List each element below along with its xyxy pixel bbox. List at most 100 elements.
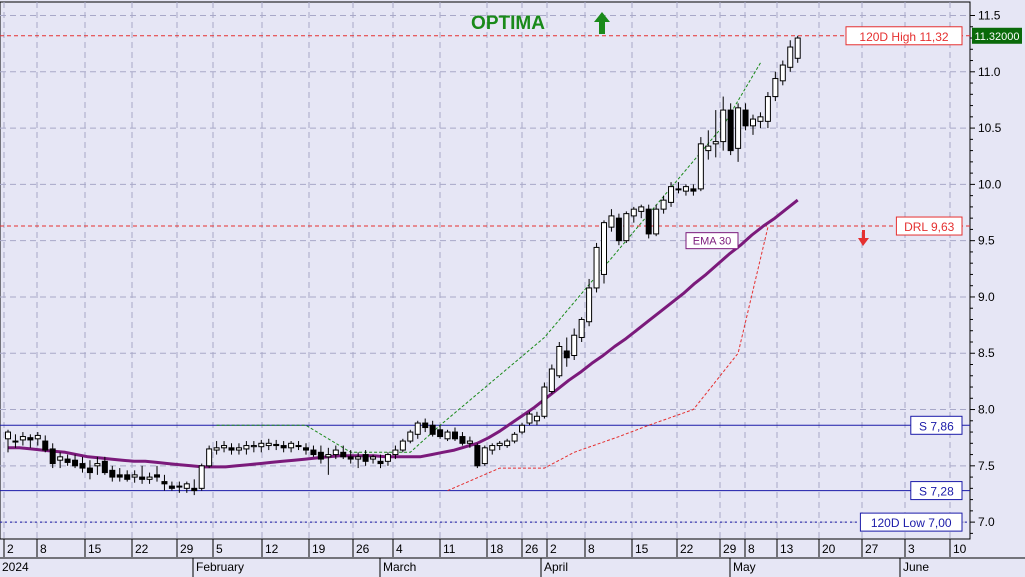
candle-body bbox=[49, 448, 56, 465]
candle-body bbox=[623, 213, 630, 242]
candle bbox=[191, 479, 198, 496]
candle-body bbox=[101, 460, 108, 474]
candle-body bbox=[370, 456, 377, 460]
candle-body bbox=[12, 440, 19, 443]
last-price-label: 11.32000 bbox=[974, 31, 1019, 43]
candle-body bbox=[481, 447, 488, 465]
candle bbox=[407, 429, 414, 444]
x-tick-label: 12 bbox=[265, 542, 279, 556]
x-axis: 2 8 15 22 29 5 12 19 26 4 11 18 26 2 8 15 22 29 8 13 20 27 3 10… bbox=[0, 538, 1025, 577]
candle-body bbox=[377, 460, 384, 465]
candle-body bbox=[459, 436, 466, 444]
candle bbox=[727, 103, 734, 156]
candle bbox=[519, 423, 526, 435]
candle bbox=[682, 184, 689, 196]
candle bbox=[250, 441, 257, 453]
candle-body bbox=[727, 109, 734, 152]
candle-body bbox=[94, 463, 101, 467]
candle bbox=[578, 317, 585, 342]
candle bbox=[593, 242, 600, 293]
level-label: 120D High 11,32 bbox=[859, 30, 949, 44]
x-tick-label: 10 bbox=[953, 542, 967, 556]
y-tick-label: 10.5 bbox=[978, 121, 1002, 135]
candle-body bbox=[429, 424, 436, 435]
candle bbox=[332, 445, 339, 460]
y-tick-label: 11.5 bbox=[978, 9, 1001, 23]
candle bbox=[429, 420, 436, 437]
month-label: March bbox=[383, 560, 416, 574]
month-label: April bbox=[544, 560, 568, 574]
candle-body bbox=[548, 368, 555, 393]
candle-body bbox=[362, 454, 369, 462]
candle bbox=[496, 441, 503, 451]
down-arrow-icon bbox=[858, 230, 869, 246]
candle-body bbox=[176, 485, 183, 488]
candle-body bbox=[72, 459, 79, 467]
candle-body bbox=[407, 431, 414, 442]
candle bbox=[340, 445, 347, 460]
x-tick-label: 15 bbox=[88, 542, 102, 556]
candle-body bbox=[742, 109, 749, 127]
level-label: DRL 9,63 bbox=[904, 220, 955, 234]
x-tick-label: 5 bbox=[216, 542, 223, 556]
candle-body bbox=[57, 456, 64, 461]
candle-body bbox=[511, 433, 518, 442]
level-label-box bbox=[910, 415, 963, 435]
candle bbox=[660, 195, 667, 214]
candle-body bbox=[489, 445, 496, 451]
x-tick-label: 8 bbox=[748, 542, 755, 556]
candle bbox=[124, 470, 131, 482]
candle bbox=[653, 204, 660, 237]
candle bbox=[228, 443, 235, 455]
candle-body bbox=[116, 474, 123, 478]
candle bbox=[504, 438, 511, 448]
level-label-box bbox=[845, 26, 963, 46]
candle bbox=[563, 337, 570, 367]
candle bbox=[645, 204, 652, 239]
candle bbox=[355, 452, 362, 469]
candle-body bbox=[265, 442, 272, 447]
y-tick-label: 7.5 bbox=[978, 459, 995, 473]
candle-body bbox=[720, 109, 727, 143]
candle-body bbox=[712, 141, 719, 145]
candle-body bbox=[183, 483, 190, 489]
candle-body bbox=[228, 447, 235, 451]
candle bbox=[362, 450, 369, 466]
candle bbox=[586, 278, 593, 327]
candle bbox=[459, 432, 466, 446]
x-tick-label: 22 bbox=[680, 542, 694, 556]
candle bbox=[176, 481, 183, 493]
y-axis: 7.0 7.5 8.0 8.5 9.0 9.5 10.0 10.5 11.0 11.5 11.320… bbox=[970, 9, 1022, 534]
candle bbox=[720, 96, 727, 151]
level-label-box bbox=[859, 512, 963, 532]
x-tick-label: 20 bbox=[822, 542, 836, 556]
candle-body bbox=[638, 206, 645, 212]
candle bbox=[399, 438, 406, 453]
candle-body bbox=[474, 445, 481, 467]
candle-body bbox=[213, 447, 220, 451]
x-tick-label: 29 bbox=[180, 542, 194, 556]
candle-body bbox=[615, 217, 622, 242]
y-tick-label: 8.5 bbox=[978, 346, 995, 360]
candle-body bbox=[399, 440, 406, 451]
x-tick-label: 18 bbox=[490, 542, 504, 556]
candle-body bbox=[280, 445, 287, 449]
x-tick-label: 19 bbox=[312, 542, 326, 556]
gridlines bbox=[0, 2, 970, 539]
candle-body bbox=[682, 186, 689, 192]
x-tick-label: 15 bbox=[635, 542, 649, 556]
candle-body bbox=[5, 431, 11, 440]
candle bbox=[452, 427, 458, 442]
candle bbox=[42, 435, 49, 453]
chart-title: OPTIMA bbox=[471, 13, 545, 34]
candle bbox=[541, 382, 548, 419]
candle-body bbox=[161, 481, 168, 485]
x-tick-label: 4 bbox=[396, 542, 403, 556]
candle bbox=[49, 443, 56, 469]
candle-body bbox=[571, 334, 578, 356]
candle bbox=[384, 452, 391, 466]
candle bbox=[325, 447, 332, 475]
candle bbox=[444, 429, 451, 442]
